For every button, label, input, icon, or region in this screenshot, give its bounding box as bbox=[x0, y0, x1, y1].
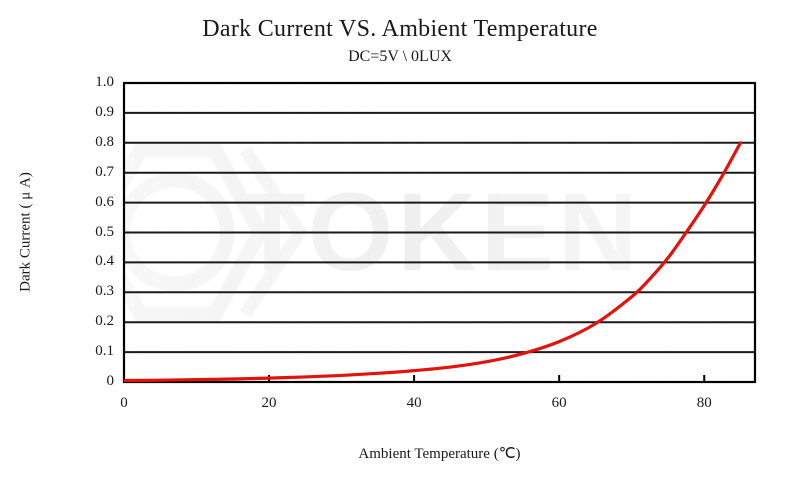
x-tick-label: 80 bbox=[696, 395, 712, 411]
chart-title: Dark Current VS. Ambient Temperature bbox=[202, 16, 598, 42]
y-tick-label: 0.3 bbox=[95, 283, 114, 300]
chart-subtitle: DC=5V \ 0LUX bbox=[348, 48, 452, 65]
y-tick-label: 0.2 bbox=[95, 313, 114, 330]
x-tick-label: 40 bbox=[406, 395, 422, 411]
y-tick-label: 0.7 bbox=[95, 163, 114, 180]
x-tick-label: 60 bbox=[551, 395, 567, 411]
x-axis-title: Ambient Temperature (℃) bbox=[358, 446, 521, 462]
y-tick-label: 0.5 bbox=[95, 223, 114, 240]
y-tick-label: 0.6 bbox=[95, 193, 114, 210]
y-tick-label: 0.8 bbox=[95, 133, 114, 150]
y-tick-label: 1.0 bbox=[95, 74, 114, 90]
y-tick-label: 0 bbox=[106, 373, 115, 389]
x-tick-label: 0 bbox=[120, 395, 128, 411]
y-tick-label: 0.9 bbox=[95, 103, 114, 120]
axis-frame bbox=[122, 81, 757, 384]
y-tick-label: 0.4 bbox=[95, 253, 114, 270]
gridlines bbox=[124, 111, 755, 354]
data-series-line bbox=[124, 141, 743, 382]
x-tick-label: 20 bbox=[261, 395, 277, 411]
y-tick-label: 0.1 bbox=[95, 343, 114, 360]
